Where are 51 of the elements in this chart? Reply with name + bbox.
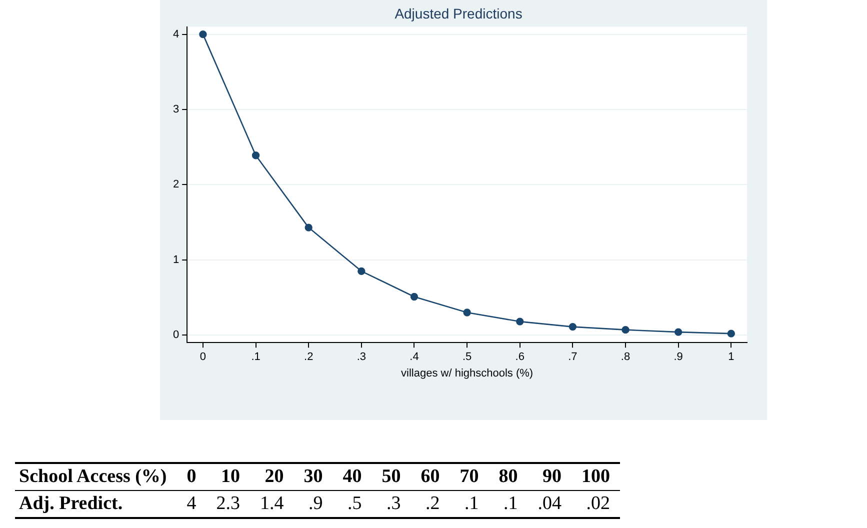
text: 70 [450, 463, 489, 490]
point [410, 292, 418, 301]
x-tick-label: .7 [568, 351, 578, 364]
y-tick-label: 3 [172, 104, 180, 116]
text: 60 [410, 463, 450, 490]
x-tick-label: 0 [200, 351, 206, 364]
text: 20 [250, 463, 294, 490]
point [199, 30, 207, 38]
text: 30 [294, 463, 333, 490]
point [304, 224, 312, 232]
x-tick-label: .2 [304, 351, 314, 364]
text: .02 [572, 490, 620, 518]
x-tick-label: .8 [620, 351, 630, 364]
x-tick-label: .4 [410, 351, 419, 364]
point [568, 322, 577, 331]
point [674, 328, 682, 336]
text: 100 [572, 463, 620, 490]
y-tick-label: 4 [172, 28, 180, 40]
text: 40 [332, 463, 372, 490]
y-tick-label: 1 [172, 254, 180, 266]
text: .04 [528, 490, 572, 518]
chart-title: Adjusted Predictions [394, 5, 522, 22]
point [358, 267, 366, 276]
x-tick-label: .1 [251, 351, 260, 364]
text: Adj. Predict. [15, 490, 177, 518]
point [463, 308, 471, 316]
text: .3 [372, 490, 411, 518]
x-tick-label: .3 [356, 351, 366, 364]
text: 10 [206, 463, 250, 490]
text: 80 [488, 463, 528, 490]
x-axis-title: villages w/ highschools (%) [401, 367, 534, 380]
point [252, 152, 260, 160]
text: .5 [332, 490, 372, 518]
x-tick-label: .5 [462, 351, 472, 364]
text: School Access (%) [15, 463, 177, 490]
x-tick-label: .6 [515, 351, 524, 364]
point [622, 326, 630, 334]
text: .1 [450, 490, 489, 518]
text: .1 [488, 490, 528, 518]
y-tick-label: 0 [172, 329, 180, 342]
text: 2.3 [206, 490, 250, 518]
text: 1.4 [250, 490, 294, 518]
point [727, 330, 736, 338]
y-tick-label: 2 [172, 178, 180, 191]
text: .2 [410, 490, 450, 518]
text: 90 [528, 463, 572, 490]
text: .9 [294, 490, 333, 518]
point [516, 318, 524, 326]
text: 50 [372, 463, 411, 490]
x-tick-label: .9 [674, 351, 683, 364]
x-tick-label: 1 [728, 351, 734, 364]
